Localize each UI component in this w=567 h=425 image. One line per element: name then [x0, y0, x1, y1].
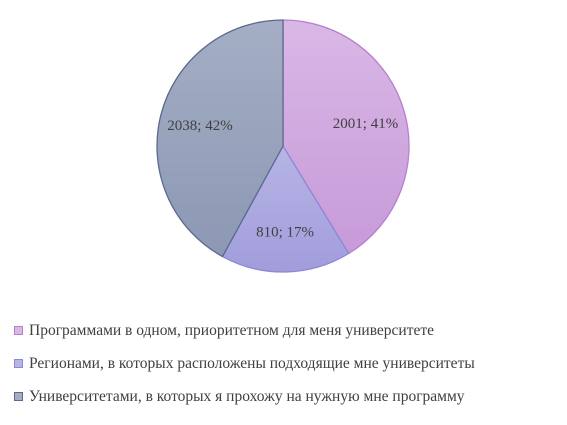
data-label-programs: 2001; 41%	[333, 116, 398, 132]
data-label-universities: 2038; 42%	[167, 118, 232, 134]
legend-label-regions: Регионами, в которых расположены подходя…	[29, 354, 475, 372]
legend-label-universities: Университетами, в которых я прохожу на н…	[29, 387, 465, 405]
legend-item-regions: Регионами, в которых расположены подходя…	[14, 355, 567, 372]
legend-swatch-programs	[14, 326, 23, 335]
legend-item-universities: Университетами, в которых я прохожу на н…	[14, 388, 567, 405]
pie-data-labels: 2001; 41% 810; 17% 2038; 42%	[167, 116, 398, 241]
pie-chart: 2001; 41% 810; 17% 2038; 42%	[156, 19, 410, 273]
pie-slice-regions	[221, 145, 350, 273]
pie-slice-universities	[156, 19, 284, 258]
pie-slice-programs	[282, 19, 410, 255]
pie-slices	[156, 19, 410, 273]
legend-swatch-regions	[14, 359, 23, 368]
legend-item-programs: Программами в одном, приоритетном для ме…	[14, 322, 567, 339]
legend-label-programs: Программами в одном, приоритетном для ме…	[29, 321, 435, 339]
legend-swatch-universities	[14, 392, 23, 401]
chart-legend: Программами в одном, приоритетном для ме…	[14, 322, 567, 421]
data-label-regions: 810; 17%	[256, 225, 314, 241]
